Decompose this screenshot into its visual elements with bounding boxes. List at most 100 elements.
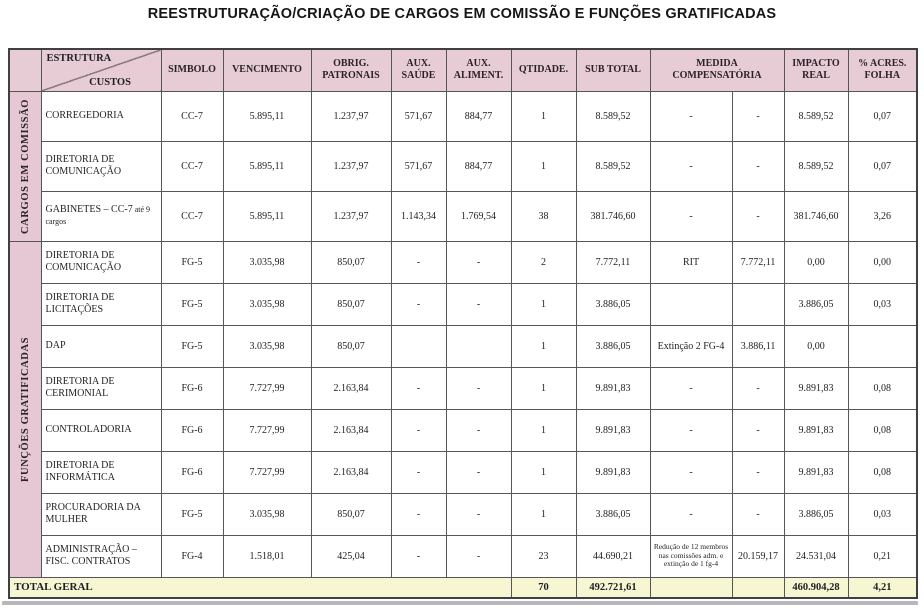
- col-header-simbolo: SIMBOLO: [160, 48, 224, 92]
- value-cell: 8.589,52: [575, 90, 651, 142]
- value-cell: -: [649, 408, 733, 452]
- value-cell: FG-6: [160, 366, 224, 410]
- value-cell: 3,26: [847, 190, 918, 242]
- value-cell: 1: [510, 366, 577, 410]
- section-label-text: CARGOS EM COMISSÃO: [19, 98, 31, 234]
- value-cell: 20.159,17: [731, 534, 785, 578]
- value-cell: -: [649, 492, 733, 536]
- value-cell: 0,08: [847, 408, 918, 452]
- total-acres-cell: 4,21: [847, 576, 918, 599]
- table-row: DIRETORIA DE LICITAÇÕES FG-5 3.035,98 850,0…: [9, 282, 918, 326]
- value-cell: 0,00: [783, 240, 849, 284]
- page-title: REESTRUTURAÇÃO/CRIAÇÃO DE CARGOS EM COMI…: [147, 6, 777, 22]
- value-cell: -: [731, 408, 785, 452]
- value-cell: 9.891,83: [783, 366, 849, 410]
- estrutura-cell: DIRETORIA DE COMUNICAÇÃO: [40, 240, 162, 284]
- value-cell: 3.886,05: [575, 324, 651, 368]
- value-cell: 0,00: [783, 324, 849, 368]
- value-cell: 3.035,98: [222, 492, 312, 536]
- value-cell: -: [445, 450, 512, 494]
- value-cell: 884,77: [445, 90, 512, 142]
- value-cell: -: [731, 140, 785, 192]
- table-body: CARGOS EM COMISSÃO CORREGEDORIA CC-7 5.895,…: [8, 90, 918, 578]
- value-cell: 0,03: [847, 492, 918, 536]
- value-cell: 1.143,34: [390, 190, 447, 242]
- value-cell: 0,21: [847, 534, 918, 578]
- value-cell: FG-5: [160, 492, 224, 536]
- estrutura-cell: GABINETES – CC-7 até 9 cargos: [40, 190, 162, 242]
- header-estrutura-label: ESTRUTURA: [46, 53, 112, 64]
- value-cell: -: [445, 366, 512, 410]
- col-header-medida-compensatoria: MEDIDA COMPENSATÓRIA: [649, 48, 785, 92]
- value-cell: 9.891,83: [783, 450, 849, 494]
- value-cell: 1: [510, 408, 577, 452]
- value-cell: -: [445, 282, 512, 326]
- value-cell: 5.895,11: [222, 190, 312, 242]
- estrutura-cell: PROCURADORIA DA MULHER: [40, 492, 162, 536]
- value-cell: -: [390, 366, 447, 410]
- value-cell: 1.518,01: [222, 534, 312, 578]
- table-header: ESTRUTURA CUSTOS SIMBOLO VENCIMENTO OBRI…: [8, 48, 918, 92]
- value-cell: FG-6: [160, 408, 224, 452]
- value-cell: -: [731, 90, 785, 142]
- value-cell: 9.891,83: [783, 408, 849, 452]
- value-cell: 9.891,83: [575, 408, 651, 452]
- value-cell: 1: [510, 282, 577, 326]
- value-cell: 1: [510, 324, 577, 368]
- value-cell: -: [390, 240, 447, 284]
- value-cell: 7.727,99: [222, 450, 312, 494]
- header-row: ESTRUTURA CUSTOS SIMBOLO VENCIMENTO OBRI…: [8, 48, 918, 92]
- value-cell: 2: [510, 240, 577, 284]
- value-cell: 0,00: [847, 240, 918, 284]
- total-label-cell: TOTAL GERAL: [8, 576, 512, 599]
- scan-artifact-line: [2, 601, 918, 605]
- value-cell: 3.035,98: [222, 240, 312, 284]
- col-header-aux-aliment: AUX. ALIMENT.: [445, 48, 512, 92]
- value-cell: 3.886,05: [575, 492, 651, 536]
- value-cell: 44.690,21: [575, 534, 651, 578]
- value-cell: [445, 324, 512, 368]
- estrutura-cell: DAP: [40, 324, 162, 368]
- estrutura-cell: ADMINISTRAÇÃO – FISC. CONTRATOS: [40, 534, 162, 578]
- value-cell: 0,03: [847, 282, 918, 326]
- value-cell: 38: [510, 190, 577, 242]
- col-header-estrutura-custos: ESTRUTURA CUSTOS: [40, 48, 162, 92]
- value-cell: 2.163,84: [310, 366, 392, 410]
- value-cell: [390, 324, 447, 368]
- total-qtidade-cell: 70: [510, 576, 577, 599]
- value-cell: -: [649, 190, 733, 242]
- value-cell: 3.886,05: [783, 282, 849, 326]
- header-custos-label: CUSTOS: [89, 76, 131, 88]
- value-cell: 3.886,05: [575, 282, 651, 326]
- table-row: DAP FG-5 3.035,98 850,07 1 3.886,05 Extinção 2…: [9, 324, 918, 368]
- value-cell: 5.895,11: [222, 90, 312, 142]
- value-cell: 8.589,52: [783, 140, 849, 192]
- value-cell: 884,77: [445, 140, 512, 192]
- estrutura-cell: DIRETORIA DE CERIMONIAL: [40, 366, 162, 410]
- value-cell: -: [390, 534, 447, 578]
- table-row: PROCURADORIA DA MULHER FG-5 3.035,98 850,07…: [9, 492, 918, 536]
- section-label-funcoes-gratificadas: FUNÇÕES GRATIFICADAS: [8, 240, 42, 578]
- value-cell: 1: [510, 140, 577, 192]
- value-cell: 5.895,11: [222, 140, 312, 192]
- value-cell: RIT: [649, 240, 733, 284]
- table-row: DIRETORIA DE COMUNICAÇÃO CC-7 5.895,11 1.23…: [9, 140, 918, 192]
- total-impacto-cell: 460.904,28: [783, 576, 849, 599]
- value-cell: [731, 282, 785, 326]
- value-cell: 850,07: [310, 240, 392, 284]
- value-cell: 23: [510, 534, 577, 578]
- value-cell: 0,07: [847, 140, 918, 192]
- value-cell: -: [390, 408, 447, 452]
- value-cell: 850,07: [310, 492, 392, 536]
- col-header-sub-total: SUB TOTAL: [575, 48, 651, 92]
- value-cell: [847, 324, 918, 368]
- value-cell: -: [390, 282, 447, 326]
- table-row: FUNÇÕES GRATIFICADAS DIRETORIA DE COMUNIC…: [8, 240, 918, 578]
- value-cell: 3.886,11: [731, 324, 785, 368]
- value-cell: -: [649, 140, 733, 192]
- estrutura-cell: CONTROLADORIA: [40, 408, 162, 452]
- value-cell: 8.589,52: [575, 140, 651, 192]
- total-medida-b-cell: [731, 576, 785, 599]
- estrutura-cell: CORREGEDORIA: [40, 90, 162, 142]
- value-cell: CC-7: [160, 90, 224, 142]
